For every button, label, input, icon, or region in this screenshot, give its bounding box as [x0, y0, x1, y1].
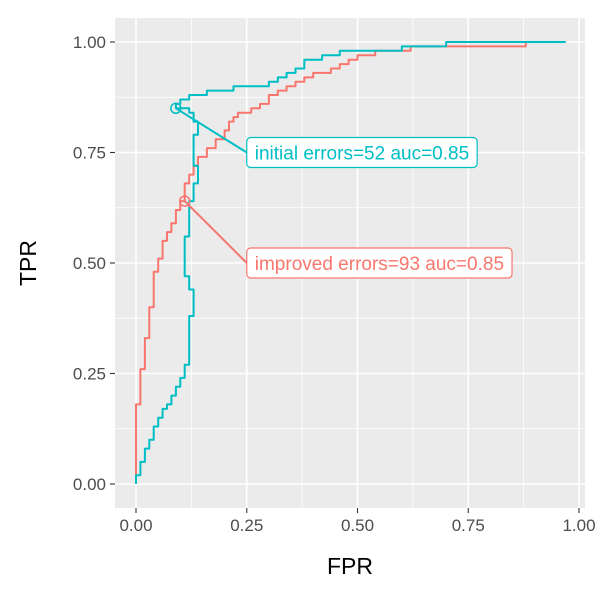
series-layer	[135, 41, 566, 484]
roc-curve-improved	[135, 41, 566, 484]
x-tick-label: 0.50	[341, 516, 374, 535]
x-tick-label: 0.75	[452, 516, 485, 535]
x-tick-label: 0.00	[119, 516, 152, 535]
x-axis-title: FPR	[327, 553, 373, 579]
annotation-label-initial: initial errors=52 auc=0.85	[255, 144, 469, 165]
x-axis-ticks: 0.00 0.25 0.50 0.75 1.00	[119, 508, 596, 535]
annotation-label-improved: improved errors=93 auc=0.85	[255, 254, 504, 275]
y-tick-label: 1.00	[73, 33, 106, 52]
annotation-leader-initial	[175, 107, 248, 154]
annotation-layer: initial errors=52 auc=0.85 improved error…	[170, 102, 513, 279]
y-axis-title: TPR	[15, 240, 41, 286]
annotation-improved: improved errors=93 auc=0.85	[178, 195, 513, 279]
y-tick-label: 0.25	[73, 365, 106, 384]
x-tick-label: 1.00	[562, 516, 595, 535]
annotation-leader-improved	[184, 200, 248, 264]
annotation-initial: initial errors=52 auc=0.85	[170, 102, 478, 169]
annotation-point-improved	[178, 195, 191, 207]
y-tick-label: 0.75	[73, 144, 106, 163]
y-tick-label: 0.00	[73, 475, 106, 494]
roc-curve-initial	[135, 41, 566, 484]
y-axis-ticks: 0.00 0.25 0.50 0.75 1.00	[73, 33, 115, 494]
annotation-box-initial	[246, 136, 478, 169]
x-tick-label: 0.25	[230, 516, 263, 535]
y-tick-label: 0.50	[73, 254, 106, 273]
annotation-point-initial	[170, 102, 182, 115]
annotation-box-improved	[246, 247, 513, 279]
